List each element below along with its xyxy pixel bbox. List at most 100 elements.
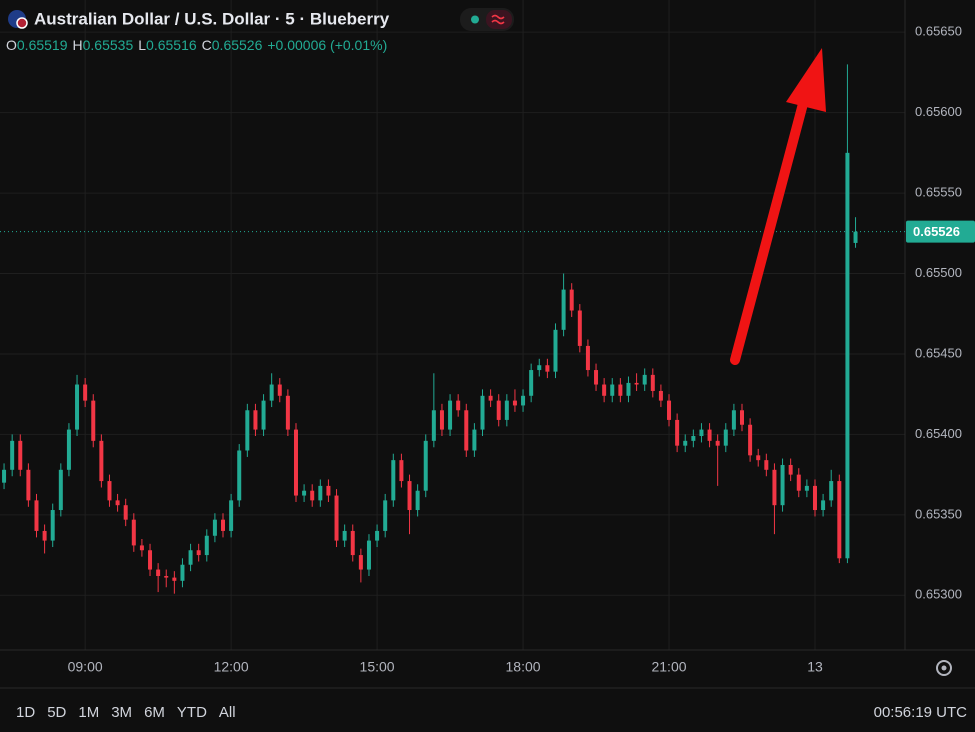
candle-body: [18, 440, 23, 470]
candle-body: [480, 395, 485, 430]
candle-body: [496, 400, 501, 420]
candle-body: [423, 440, 428, 491]
range-button[interactable]: 6M: [144, 704, 165, 721]
ohlc-close: 0.65526: [212, 37, 263, 53]
y-tick-label: 0.65650: [915, 24, 962, 39]
candle-body: [375, 530, 380, 541]
candle-body: [431, 410, 436, 441]
candle-body: [302, 490, 307, 496]
last-price-box: [906, 220, 975, 243]
range-button[interactable]: 1M: [78, 704, 99, 721]
candle-body: [756, 455, 761, 461]
candle-body: [180, 564, 185, 581]
candle-body: [131, 519, 136, 546]
candle-body: [172, 577, 177, 581]
candle-body: [529, 370, 534, 396]
candle-body: [634, 382, 639, 385]
candle-body: [772, 469, 777, 506]
candle-body: [261, 400, 266, 430]
candle-body: [456, 400, 461, 411]
ohlc-change: +0.00006 (+0.01%): [267, 37, 387, 53]
candle-body: [715, 440, 720, 446]
ohlc-low: 0.65516: [146, 37, 197, 53]
candle-body: [277, 384, 282, 396]
x-tick-label: 18:00: [506, 659, 541, 675]
candle-body: [358, 555, 363, 570]
status-dot: [471, 15, 479, 24]
ohlc-high: 0.65535: [83, 37, 134, 53]
candle-body: [391, 460, 396, 501]
candle-body: [821, 500, 826, 511]
candle-body: [837, 481, 842, 559]
candle-body: [853, 231, 858, 243]
settings-icon[interactable]: [936, 660, 952, 676]
candle-body: [577, 310, 582, 346]
x-tick-label: 21:00: [651, 659, 686, 675]
candle-body: [123, 505, 128, 520]
candle-body: [561, 289, 566, 330]
range-button[interactable]: YTD: [177, 704, 207, 721]
y-tick-label: 0.65300: [915, 587, 962, 602]
candle-body: [269, 384, 274, 401]
candle-body: [642, 374, 647, 385]
candle-body: [569, 289, 574, 311]
candle-body: [512, 400, 517, 406]
candle-body: [188, 550, 193, 565]
candle-body: [707, 429, 712, 441]
candle-body: [764, 460, 769, 470]
candle-body: [545, 365, 550, 372]
range-button[interactable]: 1D: [16, 704, 35, 721]
candle-body: [350, 530, 355, 556]
y-tick-label: 0.65400: [915, 426, 962, 441]
x-tick-label: 12:00: [214, 659, 249, 675]
candle-body: [164, 575, 169, 578]
candle-body: [318, 485, 323, 501]
candle-body: [334, 495, 339, 541]
candle-body: [553, 329, 558, 372]
candle-body: [415, 490, 420, 511]
candle-body: [585, 345, 590, 371]
candle-body: [10, 440, 15, 470]
candle-body: [667, 400, 672, 420]
candle-body: [342, 530, 347, 541]
candle-body: [2, 469, 7, 483]
candle-body: [285, 395, 290, 430]
candle-body: [115, 500, 120, 506]
range-button[interactable]: All: [219, 704, 236, 721]
flag-icon: [8, 10, 28, 29]
candle-body: [683, 440, 688, 446]
candle-body: [740, 410, 745, 425]
candle-body: [748, 424, 753, 456]
settings-icon-center: [941, 665, 947, 671]
candle-body: [845, 152, 850, 559]
candle-body: [139, 545, 144, 551]
candle-body: [66, 429, 71, 470]
symbol-title: Australian Dollar / U.S. Dollar · 5 · Bl…: [34, 9, 390, 28]
ohlc-close-label: C: [202, 37, 212, 53]
candle-body: [675, 419, 680, 446]
candle-body: [658, 390, 663, 401]
range-button[interactable]: 3M: [111, 704, 132, 721]
candle-body: [148, 550, 153, 570]
candle-body: [383, 500, 388, 531]
candle-body: [310, 490, 315, 501]
candle-body: [107, 481, 112, 501]
candle-body: [50, 510, 55, 541]
candle-body: [829, 481, 834, 501]
candle-body: [237, 450, 242, 501]
candle-body: [253, 410, 258, 430]
candle-body: [245, 410, 250, 451]
candle-body: [221, 519, 226, 531]
candle-body: [723, 429, 728, 446]
candle-body: [212, 519, 217, 536]
grid: [0, 0, 905, 650]
candle-body: [83, 384, 88, 401]
y-tick-label: 0.65350: [915, 506, 962, 521]
range-button[interactable]: 5D: [47, 704, 66, 721]
candle-body: [407, 481, 412, 511]
candle-body: [75, 384, 80, 430]
arrow-head: [786, 48, 826, 112]
candle-body: [537, 365, 542, 371]
